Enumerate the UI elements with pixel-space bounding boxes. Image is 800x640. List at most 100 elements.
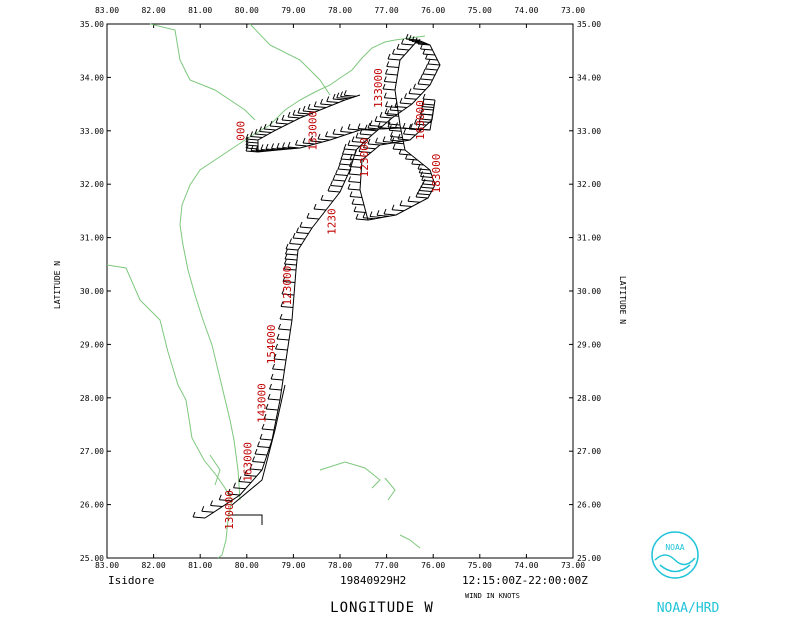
wind-barb-flag	[383, 208, 387, 215]
wind-barb-flag	[343, 90, 347, 96]
wind-barb-flag	[408, 88, 412, 94]
wind-barb	[425, 58, 438, 61]
y-tick-label-left: 35.00	[80, 20, 104, 29]
wind-barb	[278, 328, 291, 331]
y-tick-label-left: 28.00	[80, 394, 104, 403]
wind-barb	[281, 119, 295, 122]
wind-barb	[342, 153, 355, 156]
wind-barb-flag	[405, 153, 408, 160]
wind-barb-flag	[295, 139, 298, 146]
wind-barb	[292, 114, 306, 117]
wind-barb	[422, 53, 436, 56]
x-tick-label-bottom: 83.00	[95, 561, 119, 570]
wind-barb	[280, 306, 294, 308]
wind-barb	[408, 39, 422, 42]
y-tick-label-left: 26.00	[80, 501, 104, 510]
wind-barb	[397, 138, 411, 141]
wind-barb-flag	[384, 108, 388, 114]
wind-barb-flag	[415, 191, 419, 198]
wind-barb	[417, 43, 431, 46]
wind-barb	[391, 209, 405, 212]
wind-barb-flag	[302, 137, 306, 144]
wind-barb	[363, 147, 376, 150]
wind-barb-flag	[349, 191, 353, 197]
wind-barb-flag	[340, 126, 343, 132]
wind-barb	[387, 123, 401, 126]
track-time-label: 000	[234, 121, 247, 141]
wind-barb-flag	[386, 61, 390, 67]
track-time-label: 1230	[325, 208, 338, 235]
wind-barb-flag	[421, 101, 425, 107]
wind-barb	[252, 461, 265, 463]
wind-barb	[367, 143, 381, 146]
wind-barb	[287, 146, 301, 149]
wind-barb-flag	[287, 141, 291, 148]
x-tick-label-bottom: 80.00	[235, 561, 259, 570]
wind-barb-flag	[265, 143, 269, 150]
wind-barb	[359, 133, 373, 136]
wind-barb	[263, 418, 277, 421]
wind-barb-flag	[387, 121, 391, 128]
wind-barb	[285, 253, 298, 256]
wind-barb	[257, 446, 270, 448]
wind-barb	[245, 141, 259, 144]
wind-barb-flag	[192, 511, 196, 518]
wind-barb-flag	[414, 118, 417, 125]
wind-barb	[244, 474, 257, 477]
wind-barb-flag	[276, 142, 280, 149]
wind-barb-flag	[313, 101, 317, 107]
wind-barb	[419, 190, 432, 192]
wind-barb	[404, 97, 417, 100]
wind-barb	[419, 118, 433, 121]
wind-barb	[389, 109, 403, 112]
x-tick-label-bottom: 73.00	[561, 561, 585, 570]
wind-barb-flag	[379, 111, 383, 118]
x-tick-label-bottom: 77.00	[375, 561, 399, 570]
wind-barb-flag	[284, 258, 287, 265]
y-tick-label-right: 34.00	[577, 73, 601, 82]
wind-barb	[339, 163, 352, 166]
wind-barb-flag	[289, 238, 292, 244]
wind-barb	[413, 88, 426, 91]
x-tick-label-bottom: 81.00	[188, 561, 212, 570]
bahamas-3	[399, 534, 421, 549]
wind-barb	[249, 468, 263, 471]
wind-barb-flag	[218, 494, 222, 500]
wind-barb-flag	[292, 109, 296, 116]
wind-barb	[245, 150, 259, 153]
wind-barb-flag	[425, 63, 428, 70]
wind-barb	[296, 232, 309, 234]
wind-barb-flag	[413, 83, 416, 89]
wind-barb	[347, 144, 361, 147]
wind-barb	[390, 139, 403, 142]
wind-barb-flag	[244, 470, 247, 476]
wind-barb-flag	[317, 133, 321, 140]
x-tick-label-top: 83.00	[95, 6, 119, 15]
wind-barb-flag	[348, 168, 352, 175]
wind-barb	[385, 106, 398, 108]
y-tick-label-left: 25.00	[80, 554, 104, 563]
wind-barb-flag	[320, 98, 323, 105]
wind-barb	[349, 196, 363, 198]
wind-barb	[261, 428, 275, 431]
wind-barb	[383, 213, 397, 216]
wind-barb	[265, 408, 279, 411]
wind-barb-flag	[382, 83, 386, 90]
wind-barb	[419, 172, 432, 175]
wind-barb	[273, 358, 287, 361]
wind-barb-flag	[376, 210, 380, 216]
wind-barb	[297, 112, 311, 115]
track-time-label: 133000	[307, 111, 320, 151]
wind-barb	[403, 133, 416, 136]
wind-barb-flag	[388, 125, 392, 131]
y-tick-label-right: 27.00	[577, 447, 601, 456]
wind-barb	[351, 203, 365, 206]
wind-barb	[332, 133, 346, 136]
wind-barb-flag	[281, 114, 285, 121]
x-tick-label-bottom: 78.00	[328, 561, 352, 570]
wind-barb-flag	[397, 133, 401, 140]
wind-barb-flag	[201, 506, 205, 512]
wind-barb-flag	[405, 33, 409, 40]
y-tick-label-right: 33.00	[577, 127, 601, 136]
wind-barb	[420, 48, 433, 51]
